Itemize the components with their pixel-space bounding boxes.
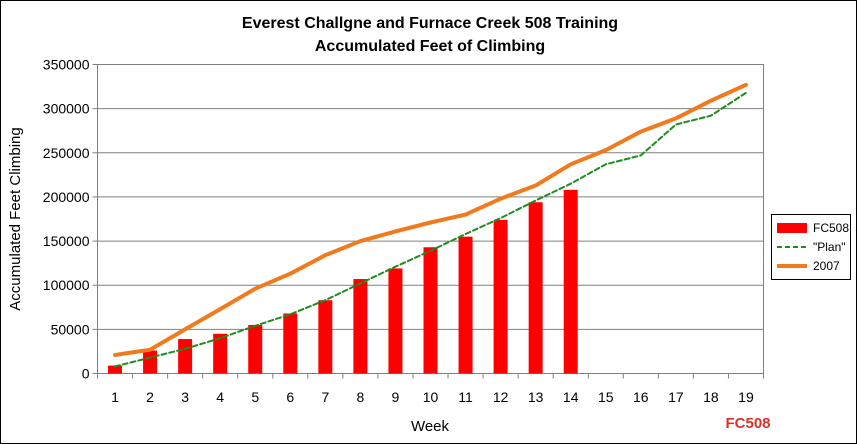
x-tick-label: 4 — [216, 389, 224, 405]
bar — [213, 333, 228, 374]
bar — [248, 324, 263, 374]
y-tick-label: 350000 — [43, 57, 90, 73]
x-axis-label: Week — [411, 418, 450, 435]
x-axis-ticks: 1 2 3 4 5 6 7 8 9 10 11 12 13 14 15 16 17 18 19 — [97, 373, 764, 405]
x-tick-label: 18 — [703, 389, 719, 405]
y-tick-label: 300000 — [43, 101, 90, 117]
bar-series-fc508 — [108, 189, 578, 374]
x-tick-label: 2 — [146, 389, 154, 405]
bar — [353, 279, 368, 374]
x-tick-label: 3 — [181, 389, 189, 405]
bar — [318, 300, 333, 374]
x-tick-label: 6 — [286, 389, 294, 405]
chart-title: Everest Challgne and Furnace Creek 508 T… — [242, 15, 618, 32]
x-tick-label: 16 — [633, 389, 649, 405]
legend-swatch — [777, 223, 807, 233]
y-tick-label: 150000 — [43, 233, 90, 249]
y-tick-label: 250000 — [43, 145, 90, 161]
y-axis-label: Accumulated Feet Climbing — [7, 127, 24, 310]
watermark-label: FC508 — [725, 415, 770, 432]
bar — [528, 202, 543, 374]
legend-label: "Plan" — [813, 240, 846, 254]
y-tick-label: 0 — [82, 366, 90, 382]
bar — [563, 189, 578, 374]
chart-subtitle: Accumulated Feet of Climbing — [315, 38, 545, 55]
bar — [143, 350, 158, 374]
y-tick-label: 100000 — [43, 277, 90, 293]
bar — [493, 219, 508, 374]
legend-label: FC508 — [813, 221, 849, 235]
x-tick-label: 14 — [563, 389, 579, 405]
bar — [458, 236, 473, 374]
y-tick-label: 200000 — [43, 189, 90, 205]
legend-label: 2007 — [813, 259, 840, 273]
x-tick-label: 17 — [668, 389, 684, 405]
y-tick-label: 50000 — [51, 321, 90, 337]
x-tick-label: 5 — [251, 389, 259, 405]
legend: FC508 "Plan" 2007 — [771, 214, 851, 280]
series-line-plan — [114, 91, 747, 368]
bar — [283, 313, 298, 374]
y-axis-ticks: 0 50000 100000 150000 200000 250000 300000 3500… — [43, 57, 98, 382]
x-tick-label: 9 — [392, 389, 400, 405]
bar — [423, 247, 438, 374]
x-tick-label: 11 — [458, 389, 473, 405]
bar — [108, 365, 123, 374]
series-line-2007 — [113, 82, 748, 357]
x-tick-label: 13 — [528, 389, 544, 405]
x-tick-label: 10 — [423, 389, 439, 405]
x-tick-label: 12 — [493, 389, 509, 405]
bar — [178, 339, 193, 374]
x-tick-label: 15 — [598, 389, 614, 405]
x-tick-label: 7 — [321, 389, 329, 405]
x-tick-label: 8 — [356, 389, 364, 405]
line-series — [113, 82, 748, 368]
x-tick-label: 1 — [111, 389, 119, 405]
bar — [388, 268, 403, 374]
x-tick-label: 19 — [738, 389, 754, 405]
